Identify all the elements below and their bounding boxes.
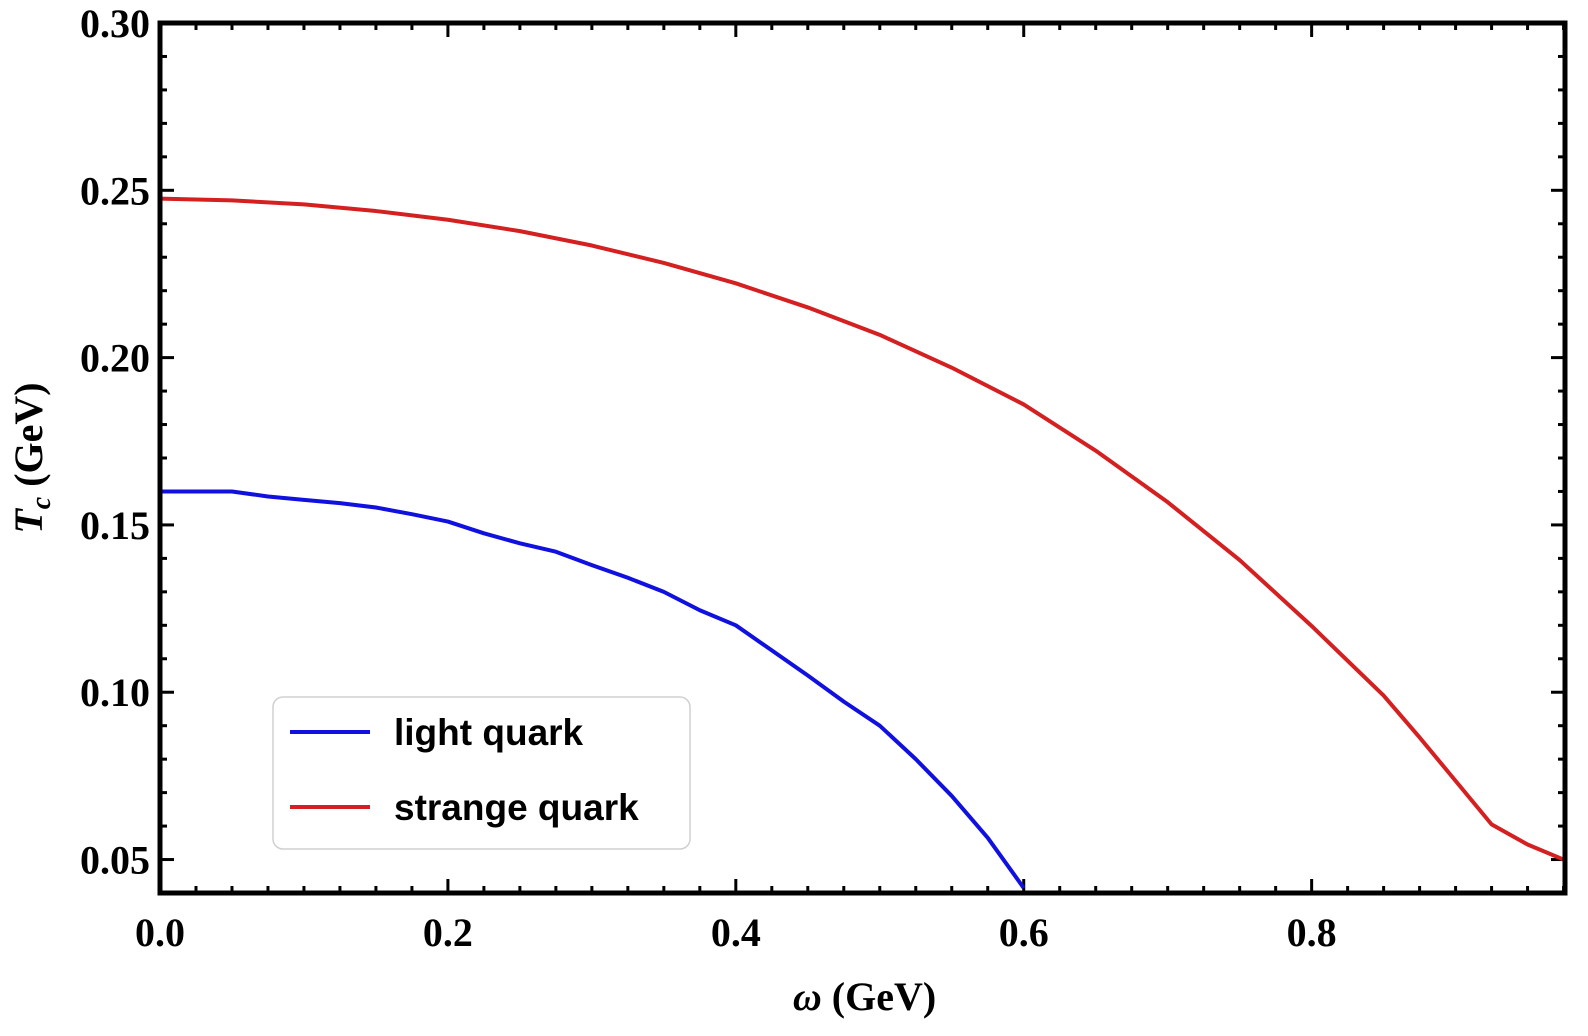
x-tick-label: 0.8 <box>1287 910 1337 955</box>
legend-box <box>272 696 691 850</box>
y-tick-label: 0.05 <box>80 838 150 883</box>
y-tick-label: 0.15 <box>80 503 150 548</box>
x-axis-unit: (GeV) <box>822 974 936 1019</box>
series-line-light-quark <box>160 489 1026 890</box>
x-tick-label: 0.6 <box>999 910 1049 955</box>
legend-label-strange-quark: strange quark <box>394 787 639 828</box>
x-axis-label: ω (GeV) <box>793 974 936 1019</box>
x-axis-symbol: ω <box>793 974 822 1019</box>
series-line-strange-quark <box>159 196 1565 862</box>
legend-label-light-quark: light quark <box>394 712 584 753</box>
x-tick-label: 0.0 <box>135 910 185 955</box>
x-tick-label: 0.4 <box>711 910 761 955</box>
y-axis-label: Tc (GeV) <box>6 382 57 533</box>
y-axis-symbol: T <box>6 508 51 534</box>
x-tick-label: 0.2 <box>423 910 473 955</box>
y-axis-subscript: c <box>26 496 57 509</box>
tick-labels: 0.0 0.2 0.4 0.6 0.8 0.05 0.10 0.15 0.20 0.25 0.30 <box>80 1 1337 955</box>
legend: light quark strange quark <box>272 696 691 850</box>
y-tick-label: 0.10 <box>80 670 150 715</box>
y-tick-label: 0.25 <box>80 168 150 213</box>
series-layer <box>159 196 1565 890</box>
y-tick-label: 0.30 <box>80 1 150 46</box>
plot-frame <box>157 20 1568 896</box>
y-axis-unit: (GeV) <box>6 382 51 496</box>
y-tick-label: 0.20 <box>80 336 150 381</box>
